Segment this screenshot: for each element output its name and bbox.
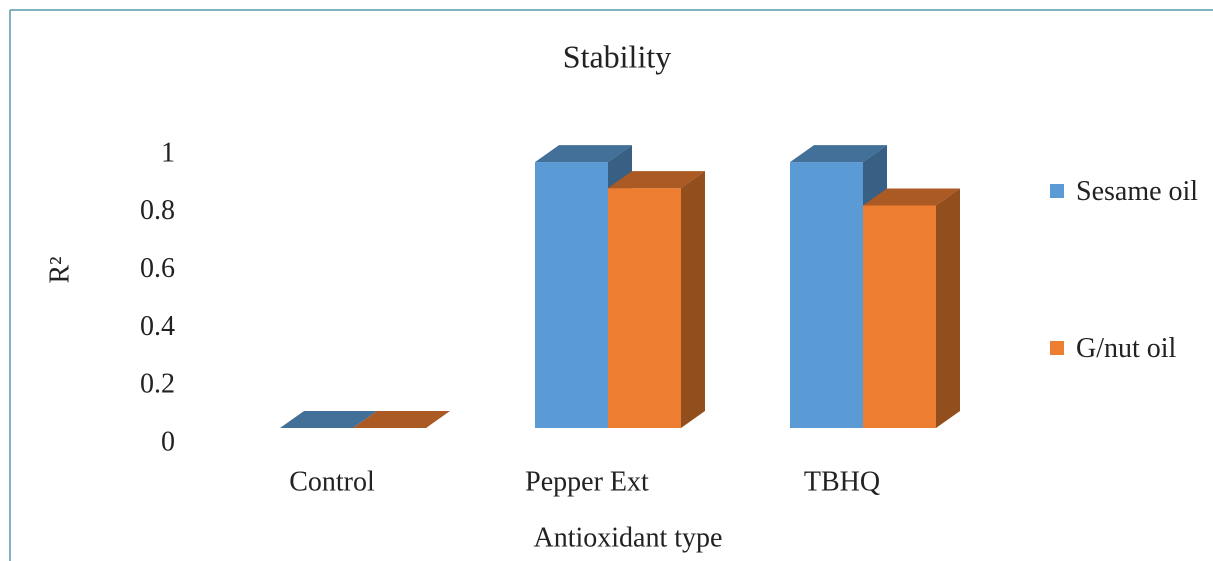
bar-front	[863, 205, 936, 428]
legend-swatch	[1050, 341, 1064, 355]
y-tick-label: 0.2	[140, 369, 175, 400]
bar-top	[280, 411, 377, 428]
legend-label: Sesame oil	[1076, 176, 1199, 207]
x-axis-title: Antioxidant type	[534, 522, 723, 553]
x-tick-label: Pepper Ext	[525, 466, 649, 497]
bar-front	[608, 188, 681, 428]
y-tick-label: 0.6	[140, 253, 175, 284]
bar-top	[790, 145, 887, 163]
x-tick-label: TBHQ	[804, 466, 880, 497]
y-tick-label: 0.8	[140, 195, 175, 226]
legend-swatch	[1050, 184, 1064, 198]
legend-item: Sesame oil	[1050, 175, 1200, 209]
x-tick-label: Control	[289, 466, 375, 497]
legend-label: G/nut oil	[1076, 333, 1177, 364]
y-tick-label: 0.4	[140, 311, 175, 342]
legend-item: G/nut oil	[1050, 332, 1200, 366]
chart-title: Stability	[563, 38, 671, 74]
bar-side	[936, 188, 960, 428]
bar-side	[681, 171, 705, 428]
bar-front	[535, 162, 608, 428]
bar-top	[863, 188, 960, 206]
bar-top	[535, 145, 632, 163]
bar-front	[790, 162, 863, 428]
y-tick-label: 0	[161, 426, 175, 457]
bar-top	[608, 171, 705, 189]
bar-top	[353, 411, 450, 428]
y-tick-label: 1	[161, 137, 175, 168]
y-axis-title: R²	[44, 256, 75, 283]
